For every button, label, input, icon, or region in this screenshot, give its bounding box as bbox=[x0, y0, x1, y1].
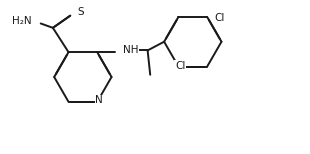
Text: Cl: Cl bbox=[214, 12, 224, 22]
Text: NH: NH bbox=[123, 45, 139, 55]
Text: H₂N: H₂N bbox=[12, 16, 32, 26]
Text: N: N bbox=[95, 95, 103, 105]
Text: S: S bbox=[77, 7, 84, 17]
Text: Cl: Cl bbox=[175, 61, 185, 71]
